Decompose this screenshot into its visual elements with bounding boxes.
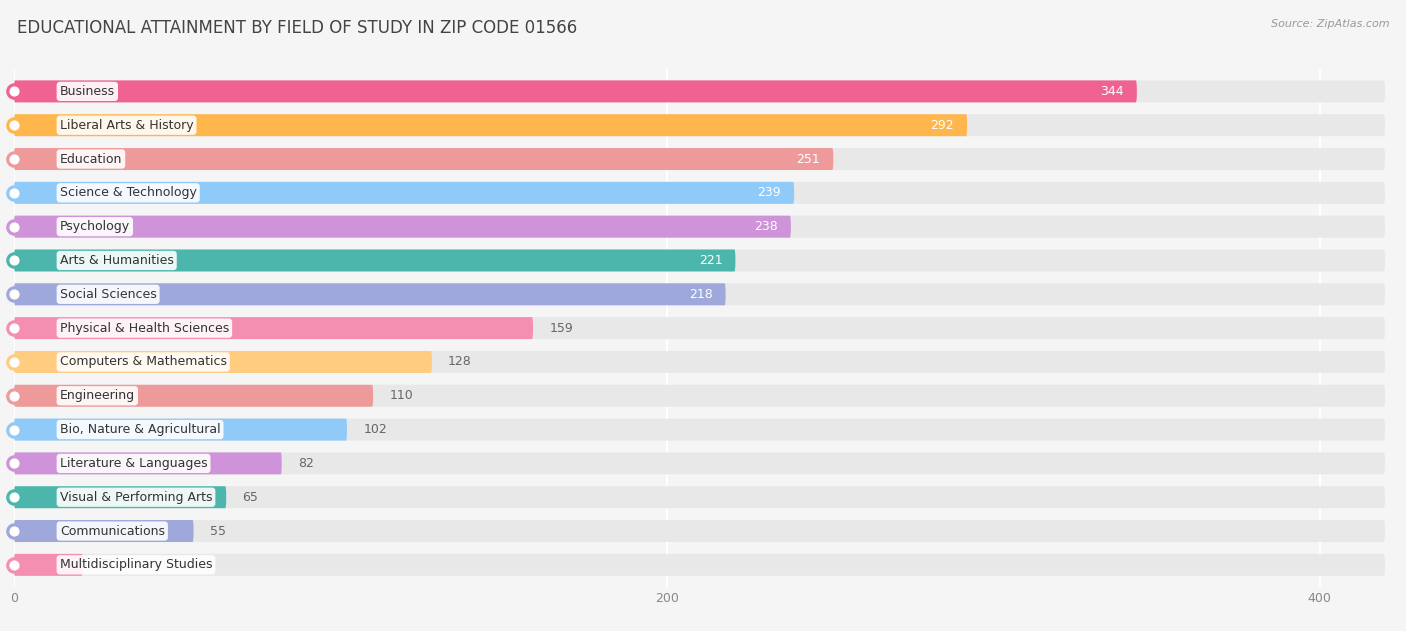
FancyBboxPatch shape [14, 216, 792, 238]
Text: Social Sciences: Social Sciences [60, 288, 156, 301]
FancyBboxPatch shape [14, 487, 1385, 508]
Text: 82: 82 [298, 457, 314, 470]
FancyBboxPatch shape [14, 317, 533, 339]
Point [3, 391, 25, 401]
Point [3, 357, 25, 367]
Text: Business: Business [60, 85, 115, 98]
FancyBboxPatch shape [14, 317, 1385, 339]
Text: Engineering: Engineering [60, 389, 135, 402]
Point [3, 323, 25, 333]
FancyBboxPatch shape [14, 520, 194, 542]
Point [3, 86, 25, 97]
Text: Bio, Nature & Agricultural: Bio, Nature & Agricultural [60, 423, 221, 436]
Text: Visual & Performing Arts: Visual & Performing Arts [60, 491, 212, 504]
FancyBboxPatch shape [14, 114, 967, 136]
Text: 238: 238 [754, 220, 778, 233]
Text: 110: 110 [389, 389, 413, 402]
Point [3, 120, 25, 130]
Text: Source: ZipAtlas.com: Source: ZipAtlas.com [1271, 19, 1389, 29]
Point [3, 221, 25, 232]
Point [3, 526, 25, 536]
FancyBboxPatch shape [14, 216, 1385, 238]
Text: Science & Technology: Science & Technology [60, 186, 197, 199]
Text: 21: 21 [98, 558, 115, 571]
Point [3, 86, 25, 97]
Text: 218: 218 [689, 288, 713, 301]
FancyBboxPatch shape [14, 182, 794, 204]
FancyBboxPatch shape [14, 351, 432, 373]
Point [3, 560, 25, 570]
FancyBboxPatch shape [14, 452, 1385, 475]
FancyBboxPatch shape [14, 114, 1385, 136]
FancyBboxPatch shape [14, 148, 1385, 170]
FancyBboxPatch shape [14, 487, 226, 508]
FancyBboxPatch shape [14, 80, 1137, 102]
Text: 251: 251 [797, 153, 820, 165]
FancyBboxPatch shape [14, 249, 1385, 271]
Text: Liberal Arts & History: Liberal Arts & History [60, 119, 194, 132]
Point [3, 289, 25, 299]
FancyBboxPatch shape [14, 283, 725, 305]
FancyBboxPatch shape [14, 148, 834, 170]
FancyBboxPatch shape [14, 283, 1385, 305]
FancyBboxPatch shape [14, 554, 1385, 576]
Point [3, 560, 25, 570]
FancyBboxPatch shape [14, 520, 1385, 542]
Point [3, 492, 25, 502]
Text: Education: Education [60, 153, 122, 165]
Point [3, 357, 25, 367]
FancyBboxPatch shape [14, 351, 1385, 373]
FancyBboxPatch shape [14, 452, 281, 475]
FancyBboxPatch shape [14, 80, 1385, 102]
FancyBboxPatch shape [14, 418, 347, 440]
Text: 292: 292 [931, 119, 955, 132]
Point [3, 154, 25, 164]
Text: 221: 221 [699, 254, 723, 267]
Text: Literature & Languages: Literature & Languages [60, 457, 207, 470]
Text: 159: 159 [550, 322, 574, 334]
Point [3, 120, 25, 130]
Text: Communications: Communications [60, 524, 165, 538]
FancyBboxPatch shape [14, 554, 83, 576]
Point [3, 256, 25, 266]
Point [3, 188, 25, 198]
Text: EDUCATIONAL ATTAINMENT BY FIELD OF STUDY IN ZIP CODE 01566: EDUCATIONAL ATTAINMENT BY FIELD OF STUDY… [17, 19, 576, 37]
FancyBboxPatch shape [14, 249, 735, 271]
Text: 102: 102 [363, 423, 387, 436]
FancyBboxPatch shape [14, 385, 1385, 407]
Text: 65: 65 [243, 491, 259, 504]
Text: Multidisciplinary Studies: Multidisciplinary Studies [60, 558, 212, 571]
Text: Arts & Humanities: Arts & Humanities [60, 254, 173, 267]
Point [3, 458, 25, 468]
Point [3, 425, 25, 435]
Point [3, 256, 25, 266]
Text: Physical & Health Sciences: Physical & Health Sciences [60, 322, 229, 334]
Point [3, 289, 25, 299]
Text: 55: 55 [209, 524, 226, 538]
Point [3, 221, 25, 232]
Text: 128: 128 [449, 355, 472, 369]
Text: Computers & Mathematics: Computers & Mathematics [60, 355, 226, 369]
Point [3, 391, 25, 401]
FancyBboxPatch shape [14, 182, 1385, 204]
Point [3, 526, 25, 536]
Point [3, 154, 25, 164]
Text: 344: 344 [1099, 85, 1123, 98]
FancyBboxPatch shape [14, 418, 1385, 440]
FancyBboxPatch shape [14, 385, 373, 407]
Text: 239: 239 [758, 186, 782, 199]
Point [3, 492, 25, 502]
Point [3, 188, 25, 198]
Point [3, 458, 25, 468]
Point [3, 425, 25, 435]
Text: Psychology: Psychology [60, 220, 129, 233]
Point [3, 323, 25, 333]
